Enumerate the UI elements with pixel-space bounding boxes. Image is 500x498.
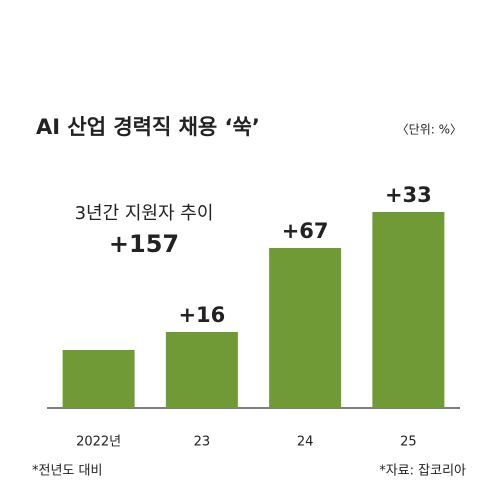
bar — [372, 212, 445, 408]
bar — [269, 248, 342, 408]
change-label: +67 — [282, 219, 329, 243]
change-label: +16 — [178, 303, 225, 327]
bar — [62, 350, 135, 408]
annotation-title: 3년간 지원자 추이 — [75, 203, 214, 224]
footnote: *전년도 대비 — [32, 464, 102, 479]
x-tick-label: 2022년 — [76, 435, 121, 450]
x-tick-label: 23 — [194, 435, 211, 450]
source: *자료: 잡코리아 — [379, 464, 466, 479]
bar — [165, 332, 238, 408]
chart-title: AI 산업 경력직 채용 ‘쑥’ — [36, 115, 260, 139]
annotation-value: +157 — [109, 230, 179, 258]
x-tick-label: 25 — [400, 435, 417, 450]
change-label: +33 — [385, 183, 432, 207]
x-tick-label: 24 — [297, 435, 314, 450]
unit-label: 〈단위: %〉 — [397, 123, 462, 137]
